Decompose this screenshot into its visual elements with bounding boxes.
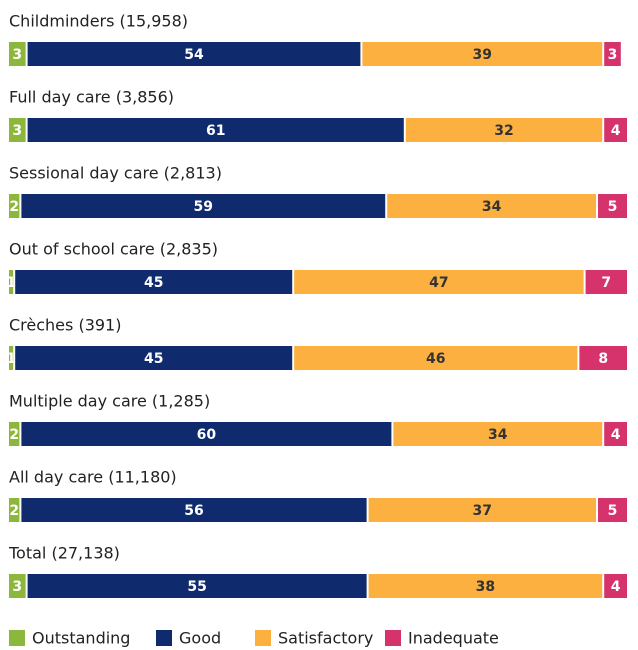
bar-segment xyxy=(27,42,361,66)
value-label: 8 xyxy=(598,351,608,367)
bar-segment xyxy=(9,574,26,598)
legend-swatch xyxy=(385,630,401,646)
bar-segment xyxy=(362,42,603,66)
bar-segment xyxy=(585,270,627,294)
bar-segment xyxy=(15,346,293,370)
category-label: Total (27,138) xyxy=(8,544,120,563)
value-label: 61 xyxy=(206,123,225,139)
bar-segment xyxy=(9,118,26,142)
value-label: 4 xyxy=(611,427,621,443)
value-label: 56 xyxy=(184,503,203,519)
legend-label: Outstanding xyxy=(32,629,130,648)
value-label: 34 xyxy=(482,199,502,215)
bar-segment xyxy=(387,194,596,218)
value-label: 4 xyxy=(611,579,621,595)
value-label: 59 xyxy=(194,199,213,215)
value-label: 2 xyxy=(9,503,19,519)
bar-segment xyxy=(604,574,627,598)
value-label: 37 xyxy=(473,503,492,519)
bar-segment xyxy=(604,118,627,142)
value-label: 3 xyxy=(12,123,22,139)
value-label: 38 xyxy=(476,579,495,595)
bar-segment xyxy=(405,118,603,142)
value-label: 1 xyxy=(6,351,16,367)
category-label: Out of school care (2,835) xyxy=(9,240,218,259)
legend-label: Satisfactory xyxy=(278,629,373,648)
value-label: 32 xyxy=(494,123,513,139)
value-label: 34 xyxy=(488,427,508,443)
value-label: 2 xyxy=(9,199,19,215)
bar-segment xyxy=(579,346,627,370)
category-label: All day care (11,180) xyxy=(9,468,177,487)
value-label: 60 xyxy=(197,427,217,443)
bar-segment xyxy=(393,422,603,446)
value-label: 2 xyxy=(9,427,19,443)
bar-segment xyxy=(21,422,392,446)
category-label: Crèches (391) xyxy=(9,316,121,335)
bar-segment xyxy=(27,118,404,142)
value-label: 4 xyxy=(611,123,621,139)
bar-segment xyxy=(9,42,26,66)
bar-segment xyxy=(368,574,603,598)
value-label: 3 xyxy=(12,47,22,63)
category-label: Multiple day care (1,285) xyxy=(9,392,210,411)
bar-segment xyxy=(604,422,627,446)
value-label: 5 xyxy=(608,199,618,215)
bar-segment xyxy=(21,498,367,522)
bar-segment xyxy=(9,194,20,218)
bar-segment xyxy=(21,194,386,218)
legend-label: Good xyxy=(179,629,221,648)
value-label: 55 xyxy=(187,579,206,595)
value-label: 39 xyxy=(473,47,492,63)
bar-segment xyxy=(9,498,20,522)
bar-segment xyxy=(604,42,621,66)
value-label: 3 xyxy=(608,47,618,63)
bar-segment xyxy=(368,498,596,522)
bar-segment xyxy=(9,422,20,446)
category-label: Sessional day care (2,813) xyxy=(9,164,222,183)
bar-segment xyxy=(27,574,367,598)
legend-label: Inadequate xyxy=(408,629,499,648)
value-label: 5 xyxy=(608,503,618,519)
bar-segment xyxy=(9,346,14,370)
value-label: 54 xyxy=(184,47,204,63)
bar-segment xyxy=(598,194,627,218)
value-label: 3 xyxy=(12,579,22,595)
bar-segment xyxy=(294,270,584,294)
bar-segment xyxy=(294,346,578,370)
value-label: 47 xyxy=(429,275,448,291)
value-label: 46 xyxy=(426,351,445,367)
legend-swatch xyxy=(156,630,172,646)
legend-swatch xyxy=(255,630,271,646)
bar-segment xyxy=(15,270,293,294)
category-label: Childminders (15,958) xyxy=(9,12,188,31)
category-label: Full day care (3,856) xyxy=(9,88,174,107)
value-label: 1 xyxy=(6,275,16,291)
bar-segment xyxy=(9,270,14,294)
value-label: 45 xyxy=(144,351,163,367)
legend-swatch xyxy=(9,630,25,646)
bar-segment xyxy=(598,498,627,522)
value-label: 7 xyxy=(601,275,611,291)
value-label: 45 xyxy=(144,275,163,291)
